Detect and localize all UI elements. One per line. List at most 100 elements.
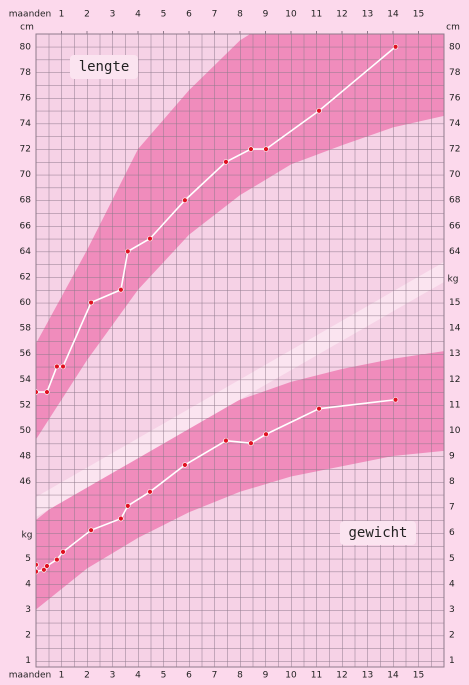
x-tick-label: 7 [212,671,218,681]
x-tick-label: 8 [237,10,243,20]
x-tick-label: 12 [336,10,347,20]
data-point [316,108,322,114]
data-point [223,159,229,165]
x-tick-label: 2 [84,10,90,20]
x-tick-label: 11 [311,10,322,20]
y-tick-label: 80 [20,42,32,52]
y-tick-label: 50 [20,426,32,436]
y-tick-label: 2 [449,631,455,641]
data-point [118,515,124,522]
data-point [392,44,399,50]
label-box [340,521,416,545]
x-tick-label: 5 [161,10,167,20]
data-point [263,431,269,437]
x-tick-label: 13 [362,10,373,20]
data-point [125,248,131,255]
y-tick-label: 15 [449,298,460,308]
y-tick-label: 58 [20,324,32,334]
y-tick-label: 78 [20,68,32,78]
data-point [41,567,47,573]
y-axis-label: cm [446,23,460,33]
x-tick-label: 3 [110,10,116,20]
x-tick-label: 15 [413,671,424,681]
data-point [248,440,254,446]
x-tick-label: 8 [237,671,243,681]
data-point [182,197,188,203]
data-point [316,405,322,412]
y-tick-label: 70 [449,170,461,180]
x-tick-label: 4 [135,10,141,20]
x-tick-label: 13 [362,671,373,681]
y2-axis-label: kg [22,531,33,541]
data-point [44,563,50,569]
y-tick-label: 7 [449,503,455,513]
x-tick-label: 10 [285,10,297,20]
y-tick-label: 52 [20,400,31,410]
y-tick-label: 12 [449,375,460,385]
data-point [147,489,153,495]
y-tick-label: 76 [20,93,32,103]
y-tick-label: 2 [25,631,31,641]
y-tick-label: 62 [20,272,31,282]
y-tick-label: 72 [20,145,31,155]
x-tick-label: 6 [186,10,192,20]
data-point [223,437,229,444]
x-tick-label: 10 [285,671,297,681]
x-axis-label: maanden [9,10,51,20]
data-point [36,389,39,395]
data-point [36,561,39,568]
x-tick-label: 15 [413,10,424,20]
data-point [36,568,39,575]
x-tick-label: 1 [59,10,65,20]
x-tick-label: 4 [135,671,141,681]
x-tick-label: 7 [212,10,218,20]
x-tick-label: 14 [387,10,399,20]
data-point [60,549,66,555]
x-tick-label: 9 [263,10,269,20]
y-tick-label: 3 [25,605,31,615]
series-layer [36,44,399,575]
y-tick-label: 56 [20,349,32,359]
x-tick-label: 9 [263,671,269,681]
y-tick-label: 10 [449,426,461,436]
y-tick-label: 1 [449,656,455,666]
data-point [54,363,60,370]
y-tick-label: 64 [20,247,32,257]
y-tick-label: 14 [449,324,461,334]
y-tick-label: 6 [449,528,455,538]
y-tick-label: 68 [20,196,32,206]
y-tick-label: 54 [20,375,32,385]
series-label: gewicht [348,525,407,541]
y-tick-label: 5 [25,554,31,564]
data-point [147,235,153,242]
y-tick-label: 4 [25,579,31,589]
data-point [248,146,254,152]
y-tick-label: 11 [449,400,460,410]
y-tick-label: 5 [449,554,455,564]
x-tick-label: 5 [161,671,167,681]
y-tick-label: 78 [449,68,461,78]
y-tick-label: 74 [449,119,461,129]
x-tick-label: 12 [336,671,347,681]
y-tick-label: 3 [449,605,455,615]
x-tick-label: 2 [84,671,90,681]
y-tick-label: 74 [20,119,32,129]
y-tick-label: 66 [20,221,32,231]
y2-axis-label: kg [448,275,459,285]
data-point [125,503,131,509]
y-tick-label: 48 [20,452,32,462]
y-axis-label: cm [20,23,34,33]
data-point [392,397,399,403]
y-tick-label: 80 [449,42,461,52]
y-tick-label: 9 [449,452,455,462]
y-tick-label: 70 [20,170,32,180]
data-point [182,462,188,468]
data-point [263,146,269,152]
x-axis-label: maanden [9,671,51,681]
x-tick-label: 11 [311,671,322,681]
data-point [88,527,94,533]
x-tick-label: 14 [387,671,399,681]
y-tick-label: 72 [449,145,460,155]
